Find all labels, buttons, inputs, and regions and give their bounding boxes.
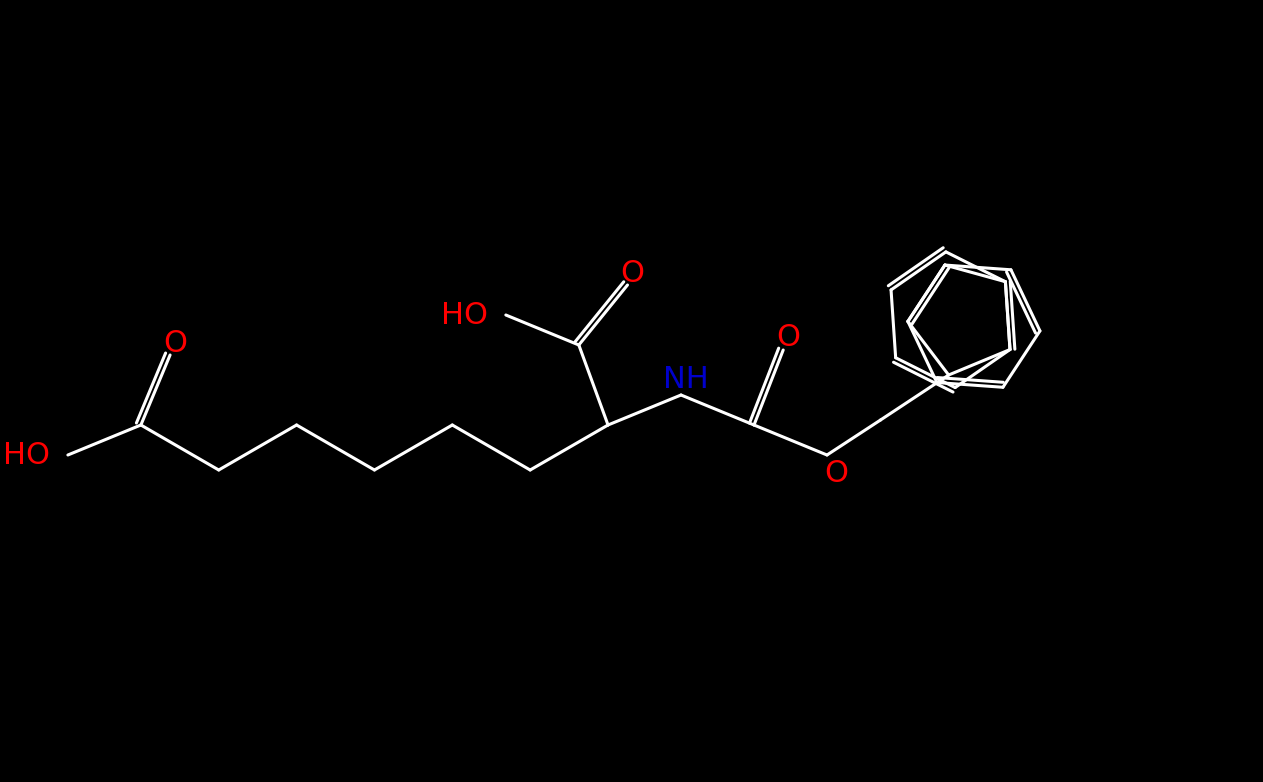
Text: O: O [775,324,799,353]
Text: NH: NH [663,365,709,394]
Text: HO: HO [4,440,51,469]
Text: O: O [163,328,187,357]
Text: O: O [825,458,849,487]
Text: HO: HO [441,300,489,329]
Text: O: O [620,259,644,288]
